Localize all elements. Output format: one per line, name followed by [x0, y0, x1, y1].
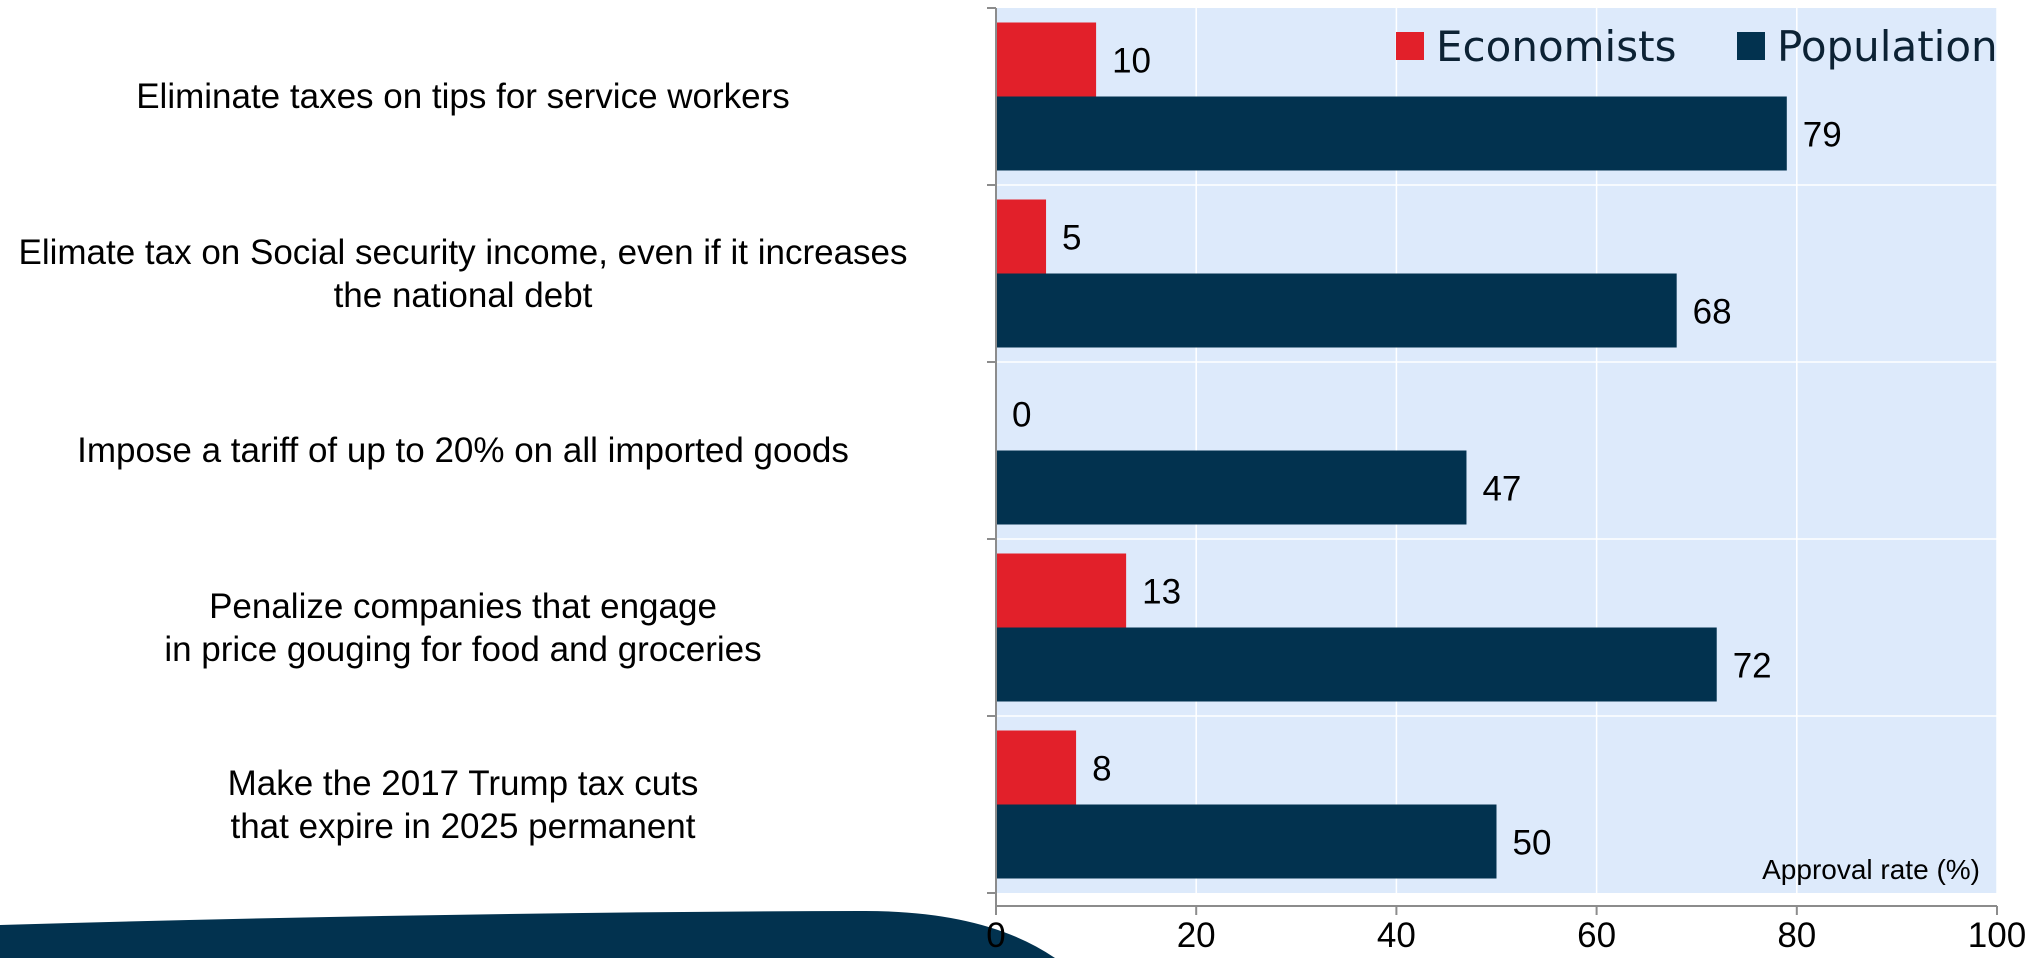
category-label-line: that expire in 2025 permanent [230, 806, 696, 846]
data-label-population: 79 [1803, 116, 1842, 155]
bar-economists [996, 199, 1047, 274]
category-label-line: in price gouging for food and groceries [164, 629, 762, 669]
category-label-line: Eliminate taxes on tips for service work… [136, 77, 790, 116]
data-label-population: 72 [1733, 647, 1772, 686]
data-label-economists: 8 [1092, 750, 1111, 789]
category-label: Make the 2017 Trump tax cuts that expire … [0, 762, 963, 848]
data-label-population: 68 [1693, 293, 1732, 332]
decorative-swoosh [0, 910, 1055, 958]
x-tick-label: 100 [1967, 916, 2027, 955]
x-tick-label: 20 [1176, 916, 1216, 955]
category-label: Elimate tax on Social security income, e… [0, 231, 963, 317]
bar-population [996, 96, 1787, 171]
legend-label-economists: Economists [1436, 21, 1677, 71]
legend-swatch-population [1737, 32, 1765, 60]
category-label: Eliminate taxes on tips for service work… [0, 75, 963, 118]
bar-population [996, 804, 1497, 879]
x-tick-label: 40 [1376, 916, 1416, 955]
x-tick-label: 80 [1777, 916, 1817, 955]
x-tick-label: 0 [986, 916, 1006, 955]
legend-swatch-economists [1396, 32, 1424, 60]
data-label-economists: 10 [1112, 42, 1151, 81]
category-label-line: Penalize companies that engage [209, 586, 717, 626]
bar-population [996, 450, 1467, 525]
legend-item-economists: Economists [1396, 18, 1676, 74]
category-label-line: Make the 2017 Trump tax cuts [227, 763, 699, 803]
x-tick-label: 60 [1577, 916, 1617, 955]
x-axis-title: Approval rate (%) [1762, 854, 1980, 885]
bar-population [996, 627, 1717, 702]
data-label-population: 47 [1482, 470, 1521, 509]
bar-economists [996, 22, 1097, 97]
category-label: Impose a tariff of up to 20% on all impo… [0, 429, 963, 472]
category-label-line: the national debt [333, 275, 593, 315]
legend-item-population: Population [1737, 18, 1998, 74]
category-label-line: Impose a tariff of up to 20% on all impo… [77, 431, 849, 470]
data-label-economists: 13 [1142, 573, 1181, 612]
data-label-population: 50 [1513, 824, 1552, 863]
bar-economists [996, 553, 1127, 628]
data-label-economists: 5 [1062, 219, 1081, 258]
bar-population [996, 273, 1677, 348]
bars: 10 79 5 68 0 47 13 72 8 50 [996, 22, 1842, 879]
axes [987, 7, 1998, 915]
bar-economists [996, 730, 1077, 805]
category-label: Penalize companies that engage in price g… [0, 585, 963, 671]
category-label-line: Elimate tax on Social security income, e… [18, 232, 908, 272]
data-label-economists: 0 [1012, 396, 1031, 435]
legend-label-population: Population [1777, 21, 1998, 71]
